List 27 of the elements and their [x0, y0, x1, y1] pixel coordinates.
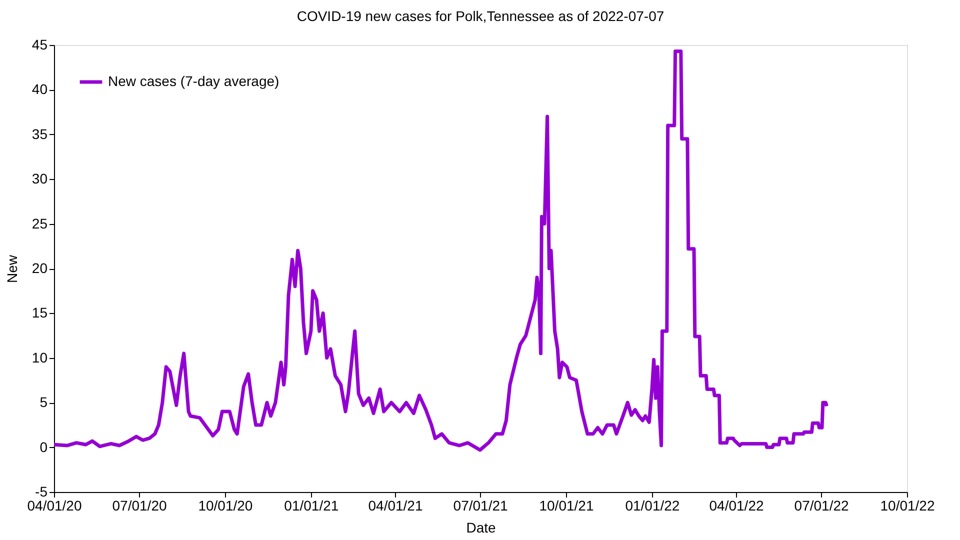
- legend-label: New cases (7-day average): [108, 73, 280, 89]
- x-tick-label: 04/01/21: [368, 498, 423, 514]
- y-tick-label: 45: [32, 36, 48, 52]
- x-tick-label: 10/01/20: [198, 498, 253, 514]
- x-tick-label: 07/01/20: [112, 498, 167, 514]
- x-tick-label: 07/01/22: [794, 498, 850, 514]
- y-tick-label: 0: [40, 438, 48, 455]
- x-tick-label: 10/01/21: [539, 498, 594, 514]
- y-tick-label: 40: [32, 81, 48, 98]
- y-tick-label: 35: [32, 126, 48, 142]
- y-tick-label: 15: [32, 304, 48, 321]
- x-tick-label: 04/01/20: [27, 498, 82, 514]
- y-tick-label: 10: [32, 349, 48, 366]
- chart-title: COVID-19 new cases for Polk,Tennessee as of 2022-07-07: [296, 8, 664, 24]
- x-tick-label: 01/01/21: [284, 498, 339, 514]
- y-axis-title: New: [4, 254, 20, 284]
- x-tick-label: 04/01/22: [709, 498, 764, 514]
- line-series: [52, 50, 828, 452]
- y-tick-label: 30: [32, 170, 48, 187]
- y-tick-label: 25: [32, 215, 48, 232]
- y-tick-label: 5: [40, 394, 48, 410]
- y-tick-label: 20: [32, 260, 48, 276]
- x-axis-title: Date: [466, 520, 496, 536]
- x-tick-label: 07/01/21: [453, 498, 508, 514]
- x-tick-label: 01/01/22: [625, 498, 680, 514]
- y-tick-label: -5: [35, 484, 48, 500]
- x-tick-label: 10/01/22: [880, 498, 935, 514]
